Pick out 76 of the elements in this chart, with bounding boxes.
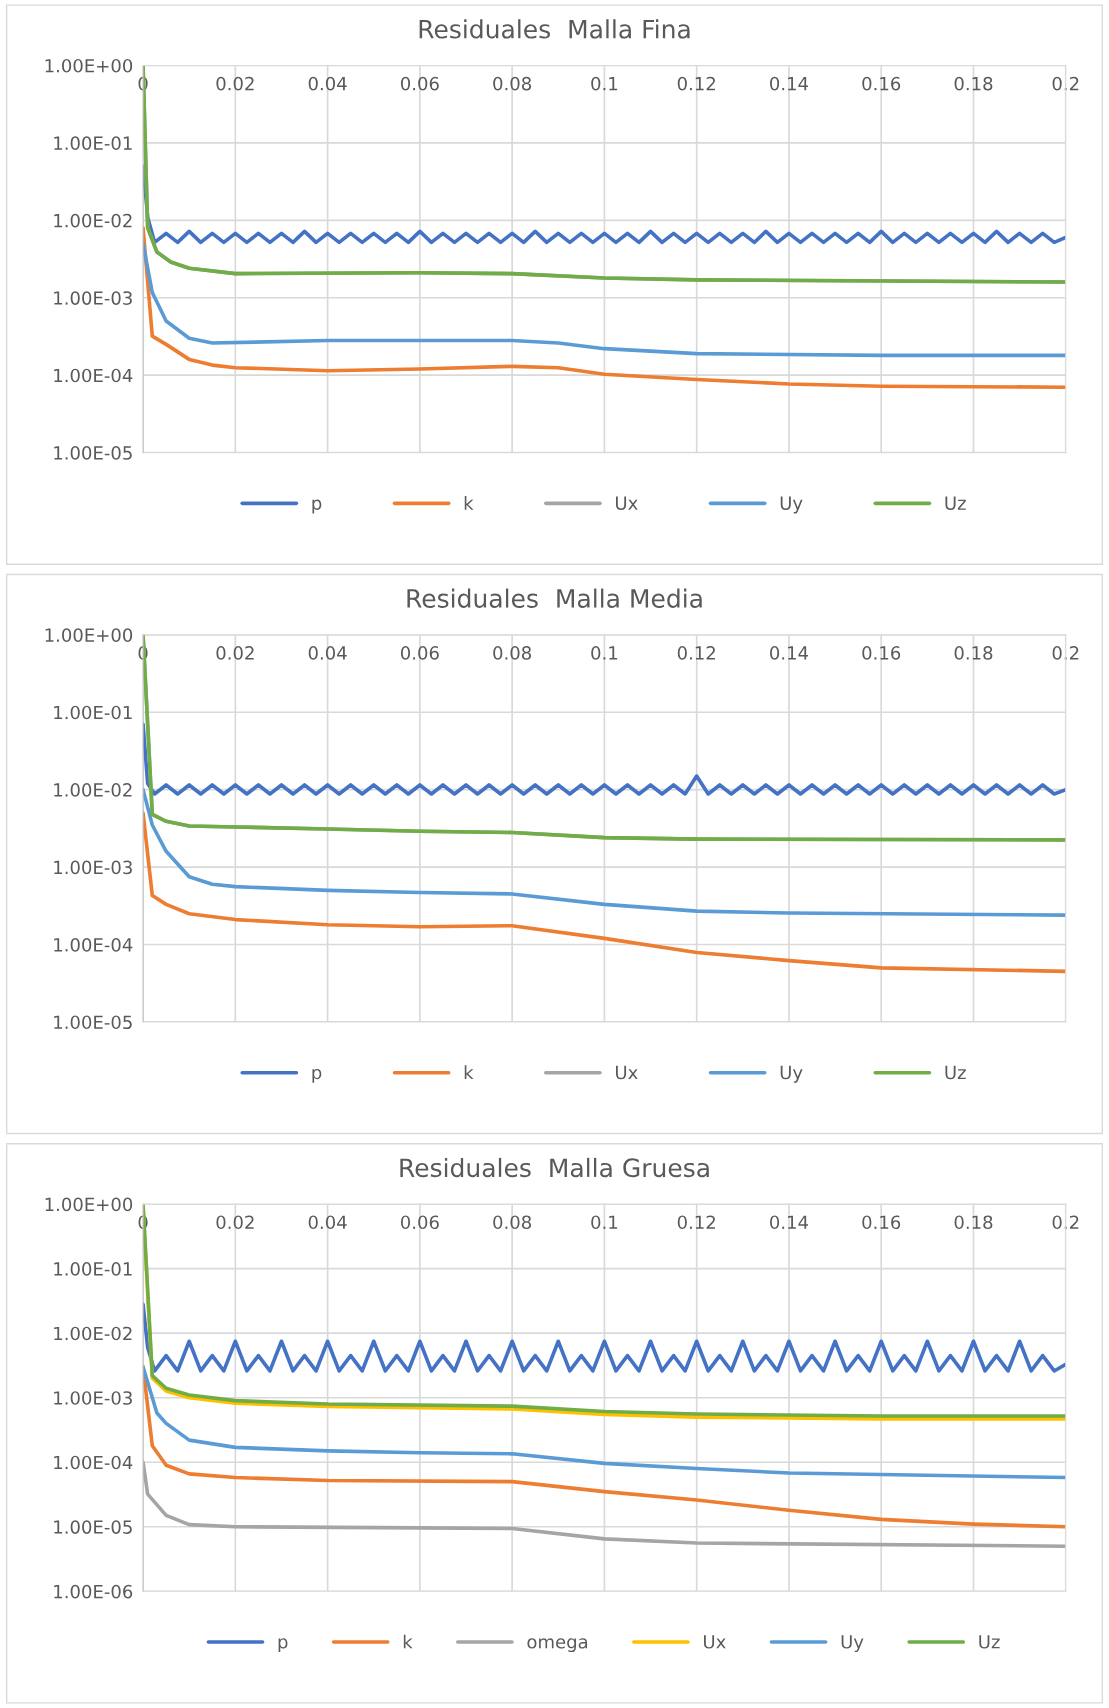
line-series <box>143 1365 1066 1480</box>
x-tick-label: 0.12 <box>677 1215 715 1230</box>
x-tick-label: 0.12 <box>677 76 715 91</box>
line-series <box>143 722 1066 796</box>
line-series <box>143 787 1066 917</box>
legend-label: Ux <box>615 496 638 510</box>
legend-label: Ux <box>615 1065 638 1080</box>
x-tick-label: 0.16 <box>862 1215 901 1230</box>
x-tick-label: 0.08 <box>493 76 531 91</box>
y-tick-label: 1.00E+00 <box>45 58 133 73</box>
x-tick-label: 0.04 <box>308 1215 347 1230</box>
x-tick-label: 0.14 <box>770 76 809 91</box>
chart-title: Residuales Malla Media <box>407 588 702 608</box>
legend-label: Ux <box>704 1635 726 1649</box>
y-tick-label: 1.00E+00 <box>45 1197 133 1212</box>
legend-label: Uy <box>841 1635 864 1653</box>
x-tick-label: 0.04 <box>308 76 347 91</box>
x-tick-label: 0.2 <box>1052 646 1079 660</box>
x-tick-label: 0.06 <box>400 76 439 91</box>
chart-title: Residuales Malla Fina <box>419 19 690 39</box>
line-series <box>143 241 1066 358</box>
y-tick-label: 1.00E-01 <box>54 1262 132 1276</box>
y-tick-label: 1.00E-01 <box>54 136 132 151</box>
x-tick-label: 0.02 <box>216 646 254 660</box>
y-tick-label: 1.00E-04 <box>54 937 133 952</box>
y-tick-label: 1.00E-05 <box>54 446 132 460</box>
y-tick-label: 1.00E-03 <box>54 1391 132 1405</box>
y-tick-label: 1.00E-06 <box>54 1584 133 1599</box>
x-tick-label: 0.12 <box>677 646 715 660</box>
y-tick-label: 1.00E-02 <box>54 213 132 228</box>
y-tick-label: 1.00E-02 <box>54 1326 132 1341</box>
y-tick-label: 1.00E-04 <box>54 1455 133 1470</box>
legend-label: p <box>312 499 322 514</box>
x-tick-label: 0.18 <box>954 1215 993 1230</box>
x-tick-label: 0.02 <box>216 76 254 91</box>
legend-label: k <box>464 495 474 510</box>
y-tick-label: 1.00E-02 <box>54 783 132 797</box>
y-tick-label: 1.00E+00 <box>45 628 133 642</box>
legend-label: Uz <box>979 1635 1000 1649</box>
legend-label: k <box>403 1634 413 1649</box>
y-tick-label: 1.00E-05 <box>54 1015 132 1030</box>
y-tick-label: 1.00E-03 <box>54 860 132 875</box>
x-tick-label: 0.08 <box>493 1215 531 1230</box>
legend-label: Uy <box>780 1065 803 1083</box>
x-tick-label: 0.2 <box>1052 76 1079 91</box>
legend-label: Uy <box>780 496 803 514</box>
line-series <box>143 811 1066 974</box>
x-tick-label: 0.16 <box>862 646 901 660</box>
legend-label: p <box>278 1638 288 1653</box>
legend-label: p <box>312 1068 322 1083</box>
x-tick-label: 0.02 <box>216 1215 254 1230</box>
x-tick-label: 0.1 <box>591 76 618 91</box>
x-tick-label: 0.18 <box>954 646 993 660</box>
x-tick-label: 0.18 <box>954 76 993 91</box>
x-tick-label: 0.14 <box>770 1215 809 1230</box>
line-series <box>143 226 1066 389</box>
x-tick-label: 0.2 <box>1052 1215 1079 1230</box>
x-tick-label: 0.08 <box>493 646 531 660</box>
y-tick-label: 1.00E-01 <box>54 705 132 720</box>
x-tick-label: 0.06 <box>400 646 439 660</box>
x-tick-label: 0.1 <box>591 646 618 660</box>
line-series <box>143 1460 1066 1548</box>
y-tick-label: 1.00E-05 <box>54 1520 132 1534</box>
y-tick-label: 1.00E-03 <box>54 291 132 305</box>
x-tick-label: 0.1 <box>591 1215 618 1230</box>
chart-title: Residuales Malla Gruesa <box>400 1157 709 1178</box>
x-tick-label: 0.14 <box>770 646 809 660</box>
x-tick-label: 0.04 <box>308 646 347 660</box>
y-tick-label: 1.00E-04 <box>54 368 133 383</box>
x-tick-label: 0.06 <box>400 1215 439 1230</box>
legend-label: Uz <box>945 496 966 510</box>
legend-label: omega <box>527 1638 588 1653</box>
line-series <box>143 1302 1066 1373</box>
legend-label: Uz <box>945 1065 966 1080</box>
x-tick-label: 0.16 <box>862 76 901 91</box>
legend-label: k <box>464 1065 474 1080</box>
